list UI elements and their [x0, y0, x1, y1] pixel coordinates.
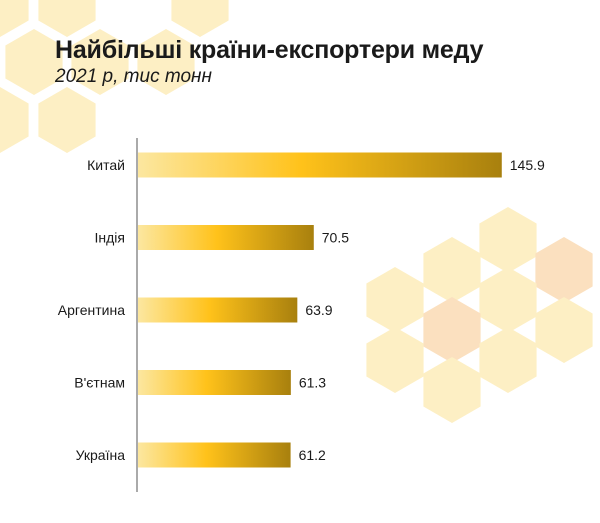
honeycomb-hex [423, 297, 481, 363]
honeycomb-hex [0, 87, 29, 153]
honeycomb-hex [5, 29, 63, 95]
honeycomb-hex [423, 357, 481, 423]
category-label: Аргентина [58, 302, 125, 318]
bar [138, 297, 298, 323]
chart-subtitle: 2021 р, тис тонн [55, 66, 212, 87]
honeycomb-hex [479, 207, 537, 273]
value-label: 145.9 [510, 157, 545, 173]
category-label: В'єтнам [74, 375, 125, 391]
value-label: 63.9 [305, 302, 332, 318]
bar [138, 152, 502, 178]
honeycomb-hex [137, 29, 195, 95]
honeycomb-hex [479, 327, 537, 393]
honeycomb-hex [171, 0, 229, 37]
bar [138, 370, 291, 395]
honeycomb-hex [423, 237, 481, 303]
honeycomb-hex [366, 327, 424, 393]
honeycomb-hex [71, 29, 129, 95]
honeycomb-hex [535, 237, 593, 303]
category-label: Індія [95, 230, 125, 246]
honeycomb-hex [535, 297, 593, 363]
honeycomb-hex [38, 0, 96, 37]
bar [138, 225, 314, 250]
honeycomb-hex [0, 0, 29, 37]
category-label: Китай [87, 157, 125, 173]
chart-title: Найбільші країни-експортери меду [55, 36, 484, 64]
value-label: 61.2 [299, 447, 326, 463]
category-label: Україна [76, 447, 126, 463]
honeycomb-hex [479, 267, 537, 333]
bar [138, 442, 291, 468]
honeycomb-hex [38, 87, 96, 153]
honeycomb-hex [366, 267, 424, 333]
value-label: 70.5 [322, 230, 349, 246]
value-label: 61.3 [299, 375, 326, 391]
